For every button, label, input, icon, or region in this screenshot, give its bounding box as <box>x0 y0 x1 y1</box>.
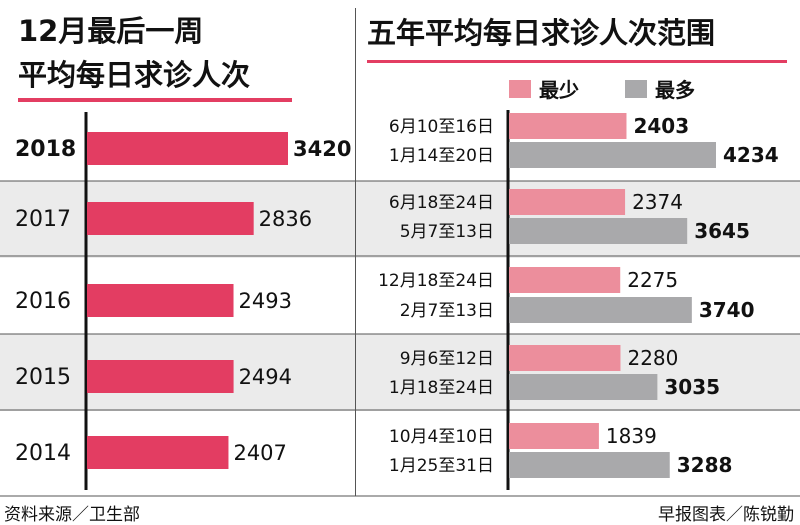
right-max-period-label: 1月14至20日 <box>389 146 494 166</box>
right-min-period-label: 6月10至16日 <box>389 117 494 137</box>
right-min-value-label: 2403 <box>633 114 689 138</box>
legend-swatch-min <box>509 79 531 98</box>
right-min-bar <box>509 113 627 139</box>
right-min-value-label: 2275 <box>627 268 678 292</box>
right-max-period-label: 1月25至31日 <box>389 456 494 476</box>
legend-item-max: 最多 <box>625 74 695 103</box>
left-bar <box>87 360 234 393</box>
footer-credit: 早报图表／陈锐勤 <box>658 505 794 525</box>
left-category-label: 2014 <box>15 441 71 466</box>
right-max-bar <box>509 218 688 244</box>
left-value-label: 2836 <box>259 207 312 231</box>
left-chart-title-line1: 12月最后一周 <box>18 14 204 48</box>
left-bar <box>87 202 254 235</box>
left-value-label: 2493 <box>239 289 292 313</box>
right-max-value-label: 3645 <box>694 219 750 243</box>
right-max-bar <box>509 374 658 400</box>
panel-divider <box>355 8 356 496</box>
right-min-value-label: 2280 <box>627 346 678 370</box>
right-max-value-label: 3288 <box>677 453 733 477</box>
left-value-label: 2494 <box>239 365 292 389</box>
right-min-bar <box>509 189 626 215</box>
right-max-period-label: 1月18至24日 <box>389 378 494 398</box>
right-min-period-label: 9月6至12日 <box>400 349 494 369</box>
right-min-bar <box>509 267 621 293</box>
legend-label-max: 最多 <box>655 78 695 102</box>
left-bar <box>87 132 288 165</box>
right-min-period-label: 6月18至24日 <box>389 193 494 213</box>
left-bar <box>87 436 229 469</box>
footer-source: 资料来源／卫生部 <box>4 505 140 525</box>
left-value-label: 2407 <box>233 441 286 465</box>
right-max-period-label: 5月7至13日 <box>400 222 494 242</box>
left-category-label: 2015 <box>15 365 71 390</box>
left-chart-title-line2: 平均每日求诊人次 <box>18 58 251 92</box>
legend-label-min: 最少 <box>539 78 579 102</box>
right-title-underline <box>367 60 787 63</box>
right-min-bar <box>509 423 599 449</box>
right-max-bar <box>509 452 670 478</box>
right-max-bar <box>509 297 692 323</box>
right-chart-title: 五年平均每日求诊人次范围 <box>367 16 716 50</box>
left-category-label: 2018 <box>15 137 76 162</box>
left-category-label: 2016 <box>15 289 71 314</box>
chart-canvas: 2018 3420 2017 2836 2016 2493 2015 2494 2014 2407… <box>0 110 800 497</box>
right-max-value-label: 4234 <box>723 143 779 167</box>
legend-item-min: 最少 <box>509 74 579 103</box>
left-category-label: 2017 <box>15 207 71 232</box>
right-min-period-label: 12月18至24日 <box>378 271 494 291</box>
right-max-bar <box>509 142 716 168</box>
left-value-label: 3420 <box>293 137 351 161</box>
left-bar <box>87 284 234 317</box>
right-min-bar <box>509 345 621 371</box>
right-max-value-label: 3740 <box>699 298 755 322</box>
right-min-value-label: 1839 <box>606 424 657 448</box>
right-min-value-label: 2374 <box>632 190 683 214</box>
right-max-period-label: 2月7至13日 <box>400 301 494 321</box>
left-title-underline <box>18 98 292 102</box>
right-max-value-label: 3035 <box>664 375 720 399</box>
legend-swatch-max <box>625 79 647 98</box>
right-min-period-label: 10月4至10日 <box>389 427 494 447</box>
